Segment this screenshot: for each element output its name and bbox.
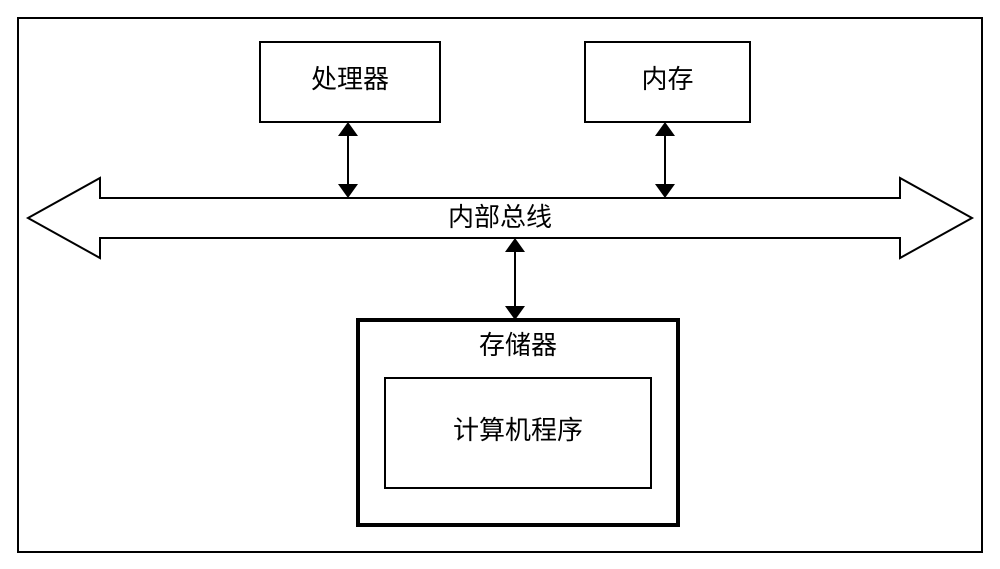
connector-bus-storage <box>505 238 525 320</box>
connector-processor-bus <box>338 122 358 198</box>
bus-label: 内部总线 <box>448 203 552 232</box>
connector-memory-bus <box>655 122 675 198</box>
architecture-diagram: 处理器 内存 内部总线 存储器 计算机程序 <box>0 0 1000 569</box>
arrowhead-up-icon <box>655 122 675 136</box>
internal-bus: 内部总线 <box>28 178 972 258</box>
outer-frame <box>18 18 982 552</box>
arrowhead-down-icon <box>655 184 675 198</box>
processor-box: 处理器 <box>260 42 440 122</box>
arrowhead-up-icon <box>505 238 525 252</box>
arrowhead-down-icon <box>505 306 525 320</box>
processor-label: 处理器 <box>311 65 389 94</box>
program-label: 计算机程序 <box>453 416 583 445</box>
memory-box: 内存 <box>585 42 750 122</box>
arrowhead-up-icon <box>338 122 358 136</box>
memory-label: 内存 <box>641 65 693 94</box>
storage-label: 存储器 <box>479 331 557 360</box>
arrowhead-down-icon <box>338 184 358 198</box>
storage-box: 存储器 计算机程序 <box>358 320 678 525</box>
